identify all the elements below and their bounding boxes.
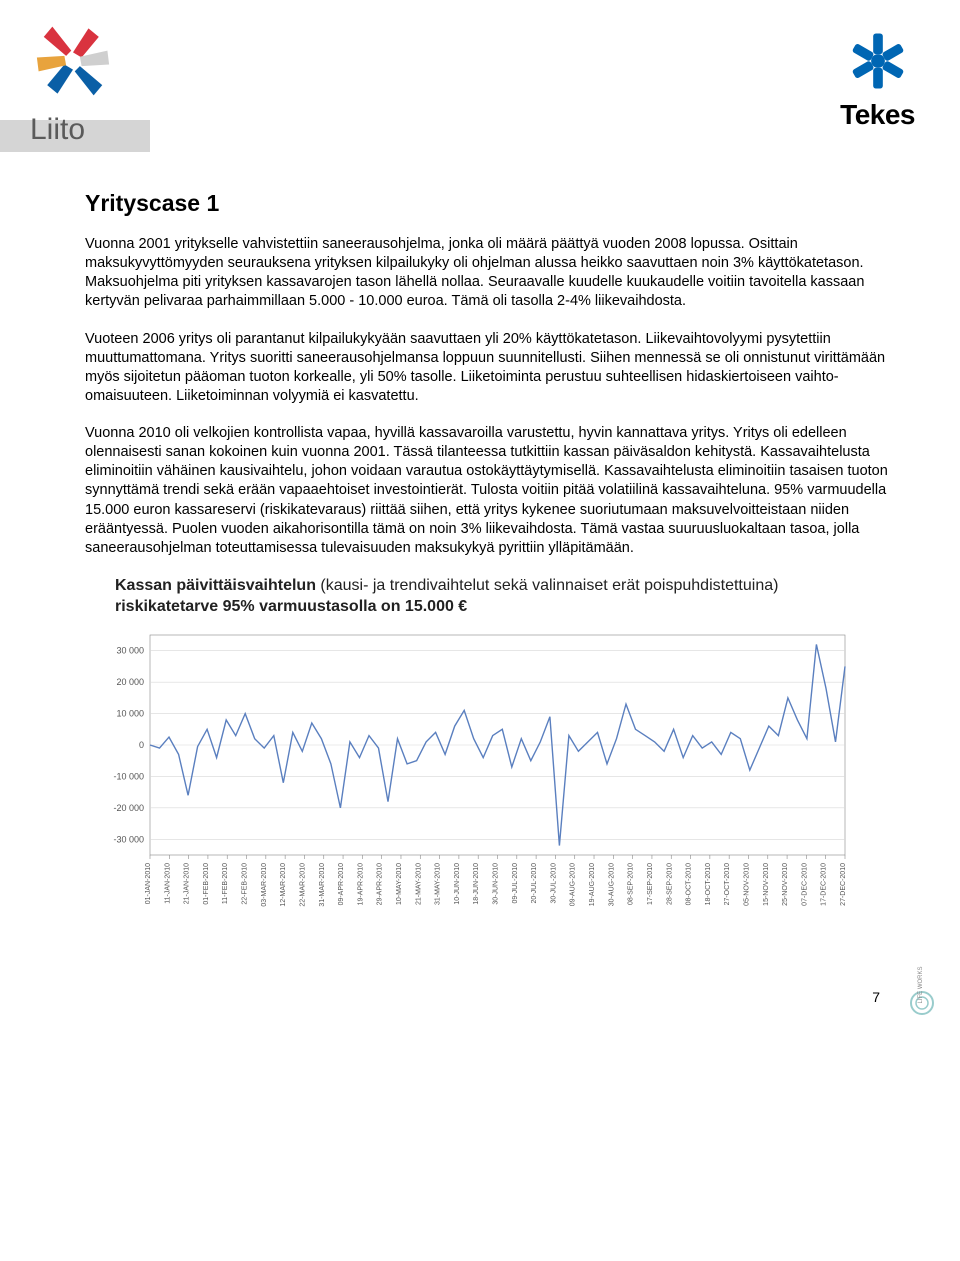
svg-text:08-SEP-2010: 08-SEP-2010 [628,863,635,905]
svg-text:17-SEP-2010: 17-SEP-2010 [647,863,654,905]
svg-text:30 000: 30 000 [116,646,144,656]
paragraph-3: Vuonna 2010 oli velkojien kontrollista v… [85,424,890,558]
svg-text:29-APR-2010: 29-APR-2010 [377,863,384,906]
chart-title-part1: Kassan päivittäisvaihtelun [115,577,320,594]
svg-text:20-JUL-2010: 20-JUL-2010 [531,863,538,904]
header: Liito Tekes [0,0,960,160]
svg-text:18-JUN-2010: 18-JUN-2010 [473,863,480,905]
svg-text:20 000: 20 000 [116,678,144,688]
chart-title-part3: riskikatetarve 95% varmuustasolla on 15.… [115,598,467,615]
svg-text:28-SEP-2010: 28-SEP-2010 [666,863,673,905]
tekes-logo-block: Tekes [840,30,915,131]
tekes-star-icon [842,30,914,92]
page-title: Yrityscase 1 [85,190,890,217]
liito-star-icon [30,18,116,104]
footer: 7 LIFE WORKS [0,945,960,1025]
svg-text:30-JUL-2010: 30-JUL-2010 [550,863,557,904]
svg-text:-10 000: -10 000 [113,772,144,782]
svg-text:09-APR-2010: 09-APR-2010 [338,863,345,906]
svg-text:-20 000: -20 000 [113,803,144,813]
svg-text:18-OCT-2010: 18-OCT-2010 [705,863,712,906]
svg-text:0: 0 [139,740,144,750]
svg-text:25-NOV-2010: 25-NOV-2010 [782,863,789,906]
line-chart: -30 000 -20 000 -10 000 0 10 000 20 000 30 000… [95,625,855,925]
liito-label: Liito [30,113,116,147]
svg-text:15-NOV-2010: 15-NOV-2010 [763,863,770,906]
svg-text:21-JAN-2010: 21-JAN-2010 [184,863,191,904]
svg-text:01-FEB-2010: 01-FEB-2010 [203,863,210,905]
svg-text:10 000: 10 000 [116,709,144,719]
paragraph-1: Vuonna 2001 yritykselle vahvistettiin sa… [85,235,890,312]
tekes-label: Tekes [840,99,915,131]
svg-text:08-OCT-2010: 08-OCT-2010 [686,863,693,906]
svg-text:30-JUN-2010: 30-JUN-2010 [493,863,500,905]
chart-block: Kassan päivittäisvaihtelun (kausi- ja tr… [95,576,850,926]
svg-text:07-DEC-2010: 07-DEC-2010 [801,863,808,906]
svg-text:11-JAN-2010: 11-JAN-2010 [164,863,171,904]
svg-text:09-JUL-2010: 09-JUL-2010 [512,863,519,904]
content: Yrityscase 1 Vuonna 2001 yritykselle vah… [0,190,960,925]
svg-text:22-FEB-2010: 22-FEB-2010 [242,863,249,905]
lifeworks-logo-icon: LIFE WORKS [908,957,936,1017]
svg-text:10-MAY-2010: 10-MAY-2010 [396,863,403,905]
page-number: 7 [872,989,880,1005]
svg-text:21-MAY-2010: 21-MAY-2010 [415,863,422,905]
svg-text:19-AUG-2010: 19-AUG-2010 [589,863,596,906]
svg-text:-30 000: -30 000 [113,835,144,845]
chart-title: Kassan päivittäisvaihtelun (kausi- ja tr… [115,576,850,618]
svg-text:31-MAR-2010: 31-MAR-2010 [319,863,326,907]
svg-text:30-AUG-2010: 30-AUG-2010 [608,863,615,906]
svg-text:27-OCT-2010: 27-OCT-2010 [724,863,731,906]
chart-title-part2: (kausi- ja trendivaihtelut sekä valinnai… [320,577,778,594]
svg-text:31-MAY-2010: 31-MAY-2010 [435,863,442,905]
svg-text:19-APR-2010: 19-APR-2010 [357,863,364,906]
svg-text:27-DEC-2010: 27-DEC-2010 [840,863,847,906]
svg-text:17-DEC-2010: 17-DEC-2010 [821,863,828,906]
svg-text:05-NOV-2010: 05-NOV-2010 [743,863,750,906]
svg-text:10-JUN-2010: 10-JUN-2010 [454,863,461,905]
svg-text:LIFE WORKS: LIFE WORKS [918,967,924,1004]
liito-logo-block: Liito [30,18,116,147]
svg-text:03-MAR-2010: 03-MAR-2010 [261,863,268,907]
svg-text:22-MAR-2010: 22-MAR-2010 [299,863,306,907]
svg-text:11-FEB-2010: 11-FEB-2010 [222,863,229,904]
svg-text:12-MAR-2010: 12-MAR-2010 [280,863,287,907]
paragraph-2: Vuoteen 2006 yritys oli parantanut kilpa… [85,330,890,407]
svg-text:09-AUG-2010: 09-AUG-2010 [570,863,577,906]
svg-text:01-JAN-2010: 01-JAN-2010 [145,863,152,904]
